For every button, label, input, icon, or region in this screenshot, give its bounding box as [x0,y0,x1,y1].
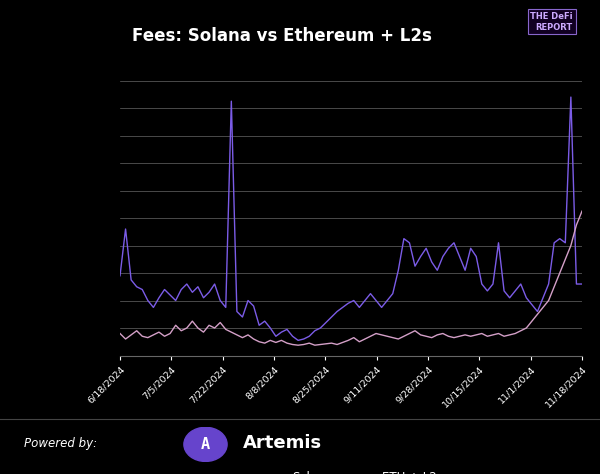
Text: THE DeFi
REPORT: THE DeFi REPORT [530,12,573,32]
Text: Fees: Solana vs Ethereum + L2s: Fees: Solana vs Ethereum + L2s [132,27,432,45]
Text: A: A [201,437,210,452]
Text: Powered by:: Powered by: [24,437,97,450]
Legend: Solana, ETH + L2s: Solana, ETH + L2s [254,466,448,474]
Text: Artemis: Artemis [243,434,322,452]
Circle shape [184,428,227,462]
